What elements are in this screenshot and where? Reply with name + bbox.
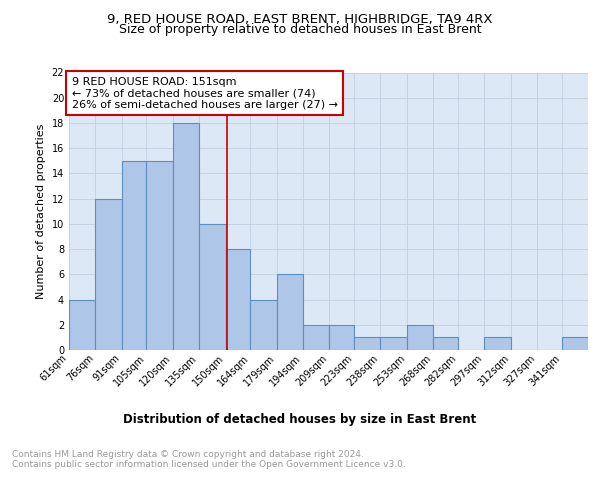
Bar [354,338,380,350]
Text: Distribution of detached houses by size in East Brent: Distribution of detached houses by size … [124,412,476,426]
Bar [407,325,433,350]
Bar [146,161,173,350]
Bar [199,224,226,350]
Bar [562,338,588,350]
Bar [303,325,329,350]
Bar [433,338,458,350]
Text: 9, RED HOUSE ROAD, EAST BRENT, HIGHBRIDGE, TA9 4RX: 9, RED HOUSE ROAD, EAST BRENT, HIGHBRIDG… [107,12,493,26]
Text: 9 RED HOUSE ROAD: 151sqm
← 73% of detached houses are smaller (74)
26% of semi-d: 9 RED HOUSE ROAD: 151sqm ← 73% of detach… [71,76,338,110]
Bar [122,161,146,350]
Bar [173,123,199,350]
Bar [95,198,122,350]
Text: Size of property relative to detached houses in East Brent: Size of property relative to detached ho… [119,22,481,36]
Bar [380,338,407,350]
Bar [226,249,250,350]
Bar [329,325,354,350]
Bar [250,300,277,350]
Bar [277,274,303,350]
Y-axis label: Number of detached properties: Number of detached properties [36,124,46,299]
Bar [484,338,511,350]
Text: Contains HM Land Registry data © Crown copyright and database right 2024.
Contai: Contains HM Land Registry data © Crown c… [12,450,406,469]
Bar [69,300,95,350]
